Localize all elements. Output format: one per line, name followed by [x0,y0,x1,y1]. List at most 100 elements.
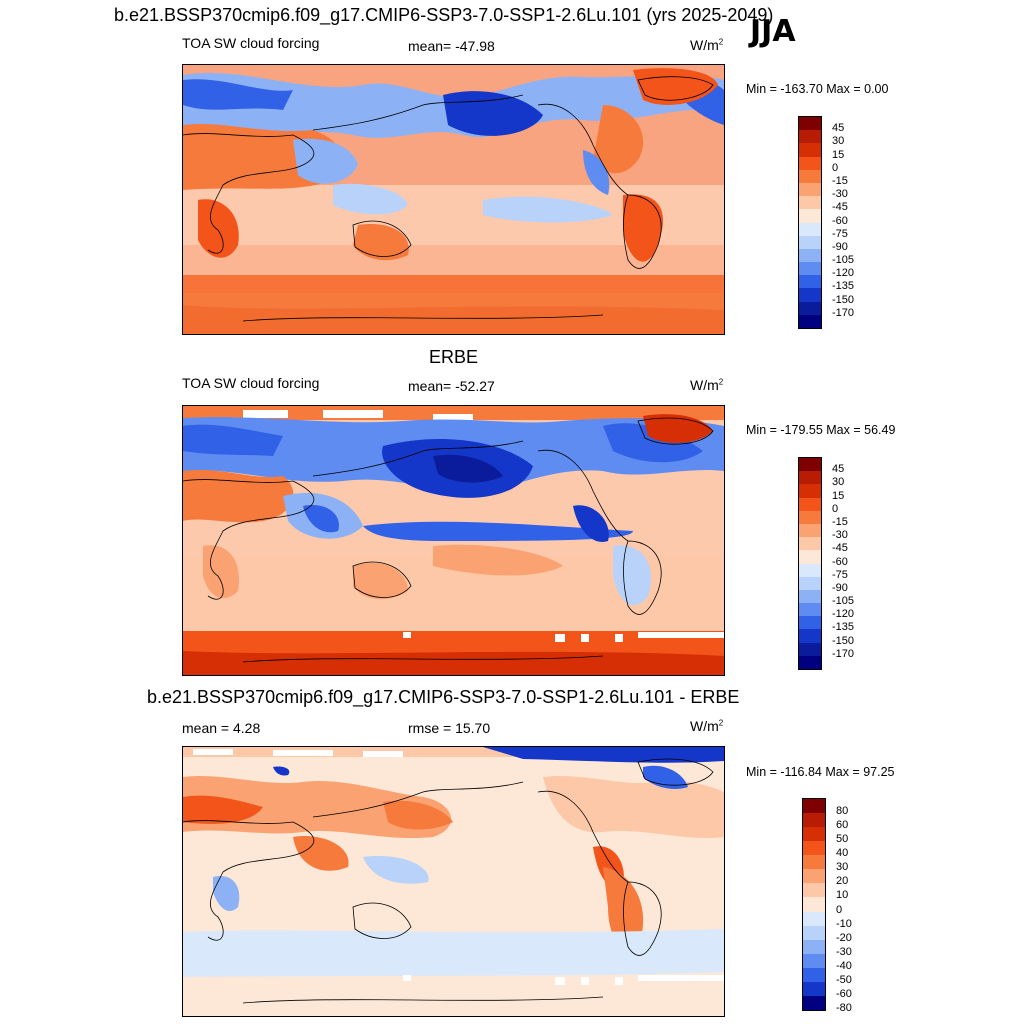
colorbar-tick-label: -150 [832,293,855,306]
colorbar-tick-label: -40 [836,959,852,972]
panel3-units: W/m2 [690,718,724,734]
colorbar-swatch [799,117,821,131]
colorbar-swatch [799,209,821,223]
colorbar-swatch [799,629,821,643]
colorbar-swatch [799,182,821,197]
colorbar-swatch [799,510,821,524]
colorbar-tick-label: -105 [832,595,855,608]
colorbar-swatch [799,196,821,210]
colorbar-swatch [803,925,825,940]
panel2-mean-label: mean= -52.27 [408,378,495,394]
panel2-left-label: TOA SW cloud forcing [182,375,320,391]
colorbar-tick-label: 0 [836,903,843,916]
colorbar-tick-label: -50 [836,973,852,986]
colorbar-tick-label: 80 [836,805,849,818]
colorbar-tick-label: -20 [836,931,852,944]
colorbar-tick-label: -135 [832,621,855,634]
colorbar-tick-label: -150 [832,634,855,647]
colorbar-tick-label: -75 [832,227,848,240]
panel1-units: W/m2 [690,37,724,53]
colorbar-tick-label: -120 [832,608,855,621]
colorbar-tick-label: -15 [832,515,848,528]
colorbar-tick-label: -170 [832,647,855,660]
panel3-mean-label: mean = 4.28 [182,720,261,736]
colorbar-tick-label: -135 [832,280,855,293]
figure-title: b.e21.BSSP370cmip6.f09_g17.CMIP6-SSP3-7.… [114,5,774,25]
panel1-colorbar [798,116,822,329]
colorbar-tick-label: -90 [832,581,848,594]
colorbar-tick-label: -80 [836,1002,852,1014]
colorbar-tick-label: -170 [832,306,855,319]
colorbar-swatch [799,222,821,236]
colorbar-swatch [803,813,825,828]
colorbar-tick-label: -105 [832,254,855,267]
colorbar-swatch [799,642,821,656]
colorbar-tick-label: 60 [836,819,849,832]
colorbar-tick-label: -10 [836,917,852,930]
panel2-minmax: Min = -179.55 Max = 56.49 [746,423,896,437]
colorbar-swatch [799,550,821,564]
colorbar-swatch [803,995,825,1010]
colorbar-tick-label: -30 [836,945,852,958]
colorbar-swatch [799,262,821,276]
colorbar-swatch [799,301,821,315]
panel1-mean-label: mean= -47.98 [408,38,495,54]
colorbar-tick-label: 40 [836,847,849,860]
colorbar-swatch [799,458,821,472]
panel1-map [182,64,725,335]
colorbar-tick-label: 30 [832,476,845,489]
colorbar-tick-label: 30 [832,135,845,148]
colorbar-tick-label: -15 [832,174,848,187]
colorbar-swatch [803,939,825,954]
colorbar-tick-label: 15 [832,148,845,161]
colorbar-tick-label: -60 [836,987,852,1000]
colorbar-swatch [803,981,825,996]
colorbar-swatch [799,537,821,551]
colorbar-tick-label: 45 [832,463,845,476]
colorbar-swatch [803,953,825,968]
panel2-units: W/m2 [690,377,724,393]
panel1-minmax: Min = -163.70 Max = 0.00 [746,82,889,96]
colorbar-tick-label: 45 [832,122,845,135]
colorbar-tick-label: 30 [836,861,849,874]
colorbar-tick-label: -120 [832,267,855,280]
colorbar-tick-label: -45 [832,201,848,214]
colorbar-tick-label: -30 [832,188,848,201]
colorbar-swatch [803,883,825,898]
colorbar-tick-label: 0 [832,502,839,515]
colorbar-swatch [803,827,825,842]
colorbar-tick-label: 50 [836,833,849,846]
panel2-map [182,405,725,676]
colorbar-tick-label: 20 [836,875,849,888]
colorbar-swatch [799,275,821,289]
colorbar-tick-label: 0 [832,161,839,174]
season-label: JJA [750,14,796,49]
panel3-minmax: Min = -116.84 Max = 97.25 [746,765,895,779]
colorbar-swatch [799,169,821,183]
colorbar-tick-label: -60 [832,555,848,568]
colorbar-swatch [799,616,821,630]
colorbar-swatch [799,235,821,249]
colorbar-swatch [799,484,821,498]
panel1-left-label: TOA SW cloud forcing [182,35,320,51]
colorbar-tick-label: -30 [832,529,848,542]
colorbar-tick-label: 15 [832,489,845,502]
colorbar-swatch [799,248,821,263]
colorbar-swatch [799,589,821,604]
colorbar-swatch [799,471,821,485]
colorbar-swatch [799,143,821,157]
colorbar-swatch [803,841,825,856]
colorbar-tick-label: -60 [832,214,848,227]
panel3-colorbar [802,798,826,1011]
colorbar-tick-label: -90 [832,240,848,253]
colorbar-swatch [803,855,825,870]
colorbar-swatch [799,523,821,538]
colorbar-tick-label: -45 [832,542,848,555]
colorbar-swatch [799,497,821,511]
colorbar-swatch [799,603,821,617]
panel2-colorbar [798,457,822,670]
colorbar-swatch [803,869,825,884]
colorbar-tick-label: -75 [832,568,848,581]
colorbar-swatch [799,655,821,669]
panel3-map [182,746,725,1017]
